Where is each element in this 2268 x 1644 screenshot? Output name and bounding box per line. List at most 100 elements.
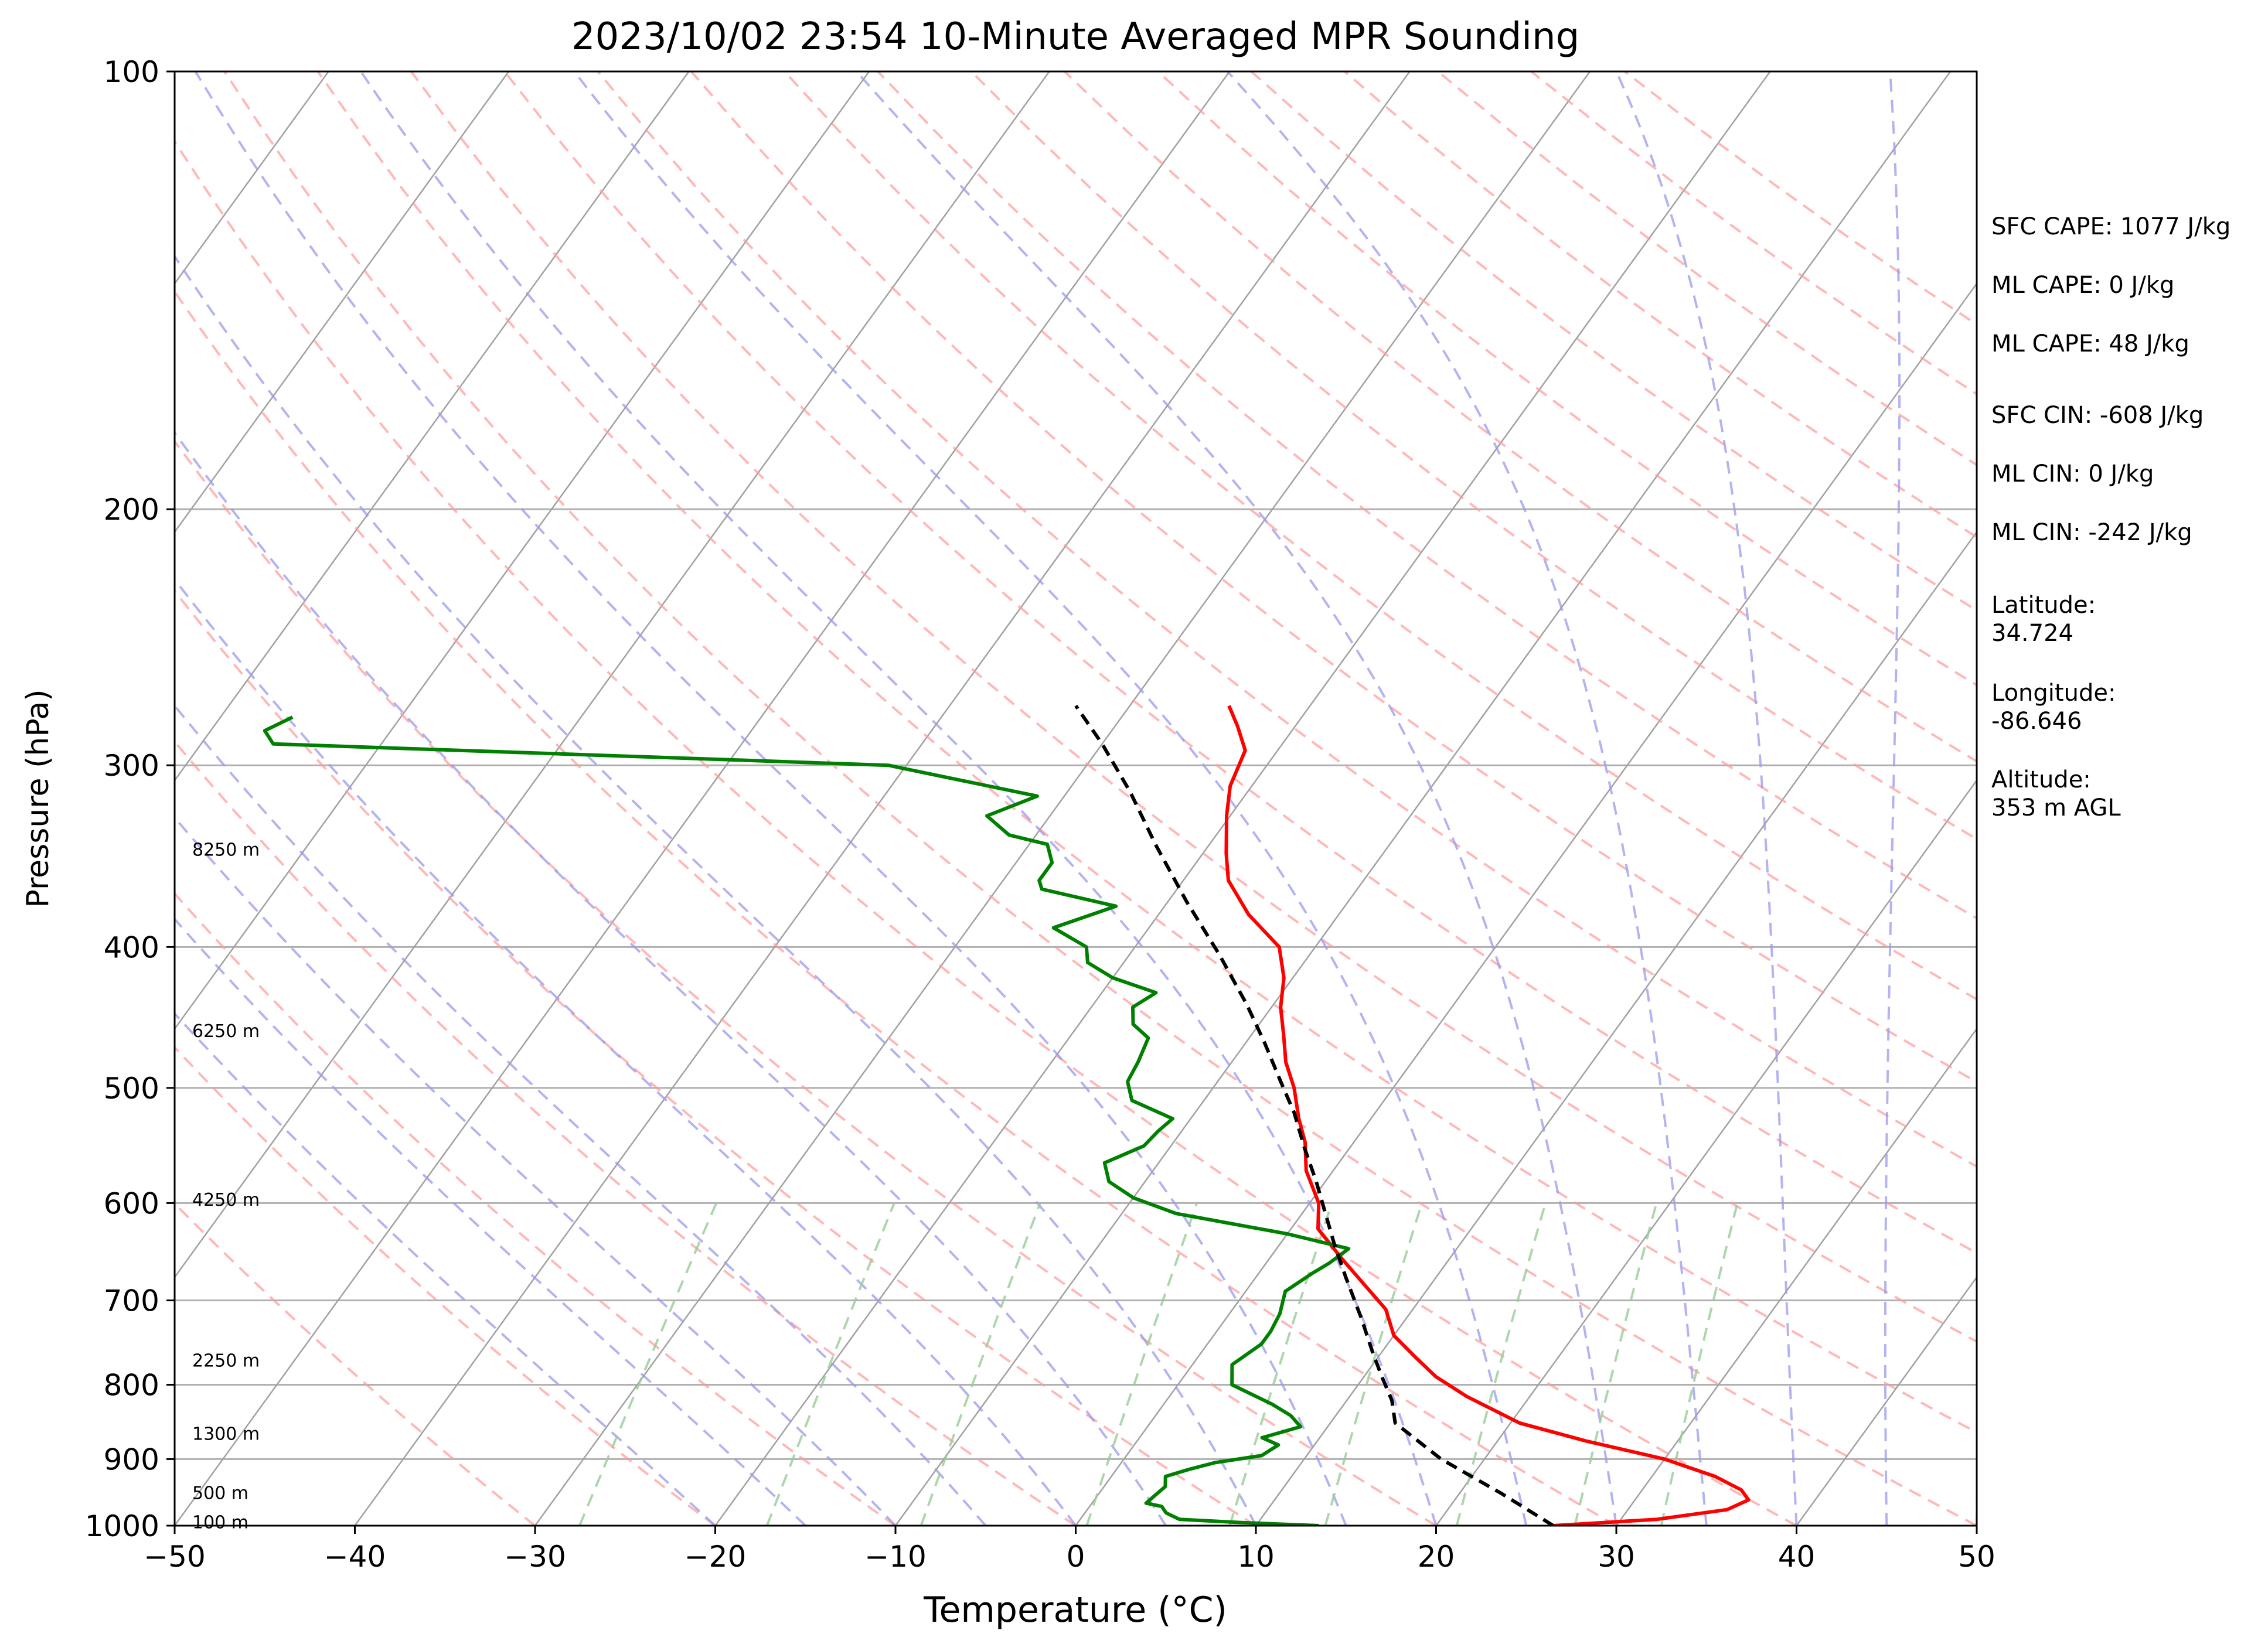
stats-annotation: Altitude: 353 m AGL	[1991, 766, 2121, 821]
y-tick-label: 400	[104, 930, 159, 964]
dry-adiabat	[1157, 71, 1977, 687]
x-axis: −50 −40 −30 −20 −10 0 10 20 30 40 50	[144, 1526, 1995, 1574]
isotherm-line	[714, 71, 1771, 1526]
annotations: SFC CAPE: 1077 J/kg ML CAPE: 0 J/kg ML CAP…	[1991, 213, 2230, 821]
x-tick-label: 10	[1237, 1540, 1275, 1574]
dry-adiabat	[690, 71, 1977, 1083]
dry-adiabat	[316, 71, 1977, 1434]
mixing-ratio-line	[1574, 1202, 1658, 1526]
moist-adiabat	[175, 254, 1257, 1526]
moist-adiabat	[175, 704, 987, 1526]
x-tick-label: 40	[1778, 1540, 1816, 1574]
isotherm-line	[175, 71, 870, 1031]
y-tick-label: 800	[104, 1368, 159, 1402]
y-tick-label: 100	[104, 55, 159, 89]
x-tick-label: −30	[504, 1540, 566, 1574]
isotherm-line	[534, 71, 1591, 1526]
y-tick-label: 200	[104, 493, 159, 527]
dry-adiabat	[175, 739, 1077, 1526]
isotherm-line	[1255, 530, 1977, 1526]
y-tick-label: 500	[104, 1072, 159, 1106]
mixing-ratio-line	[1455, 1202, 1547, 1526]
y-tick-label: 300	[104, 749, 159, 783]
dry-adiabat	[877, 71, 1977, 920]
moist-adiabat	[856, 71, 1617, 1526]
moist-adiabat	[175, 1012, 716, 1526]
isotherm-line	[1075, 282, 1977, 1526]
stats-annotation: Latitude: 34.724	[1991, 592, 2096, 647]
x-tick-label: −10	[864, 1540, 927, 1574]
x-tick-label: 30	[1598, 1540, 1635, 1574]
mixing-ratio-line	[1324, 1202, 1424, 1526]
x-tick-label: −50	[144, 1540, 206, 1574]
moist-adiabat	[1884, 71, 1901, 1526]
stats-annotation: ML CAPE: 48 J/kg	[1991, 330, 2189, 357]
moist-adiabat	[175, 577, 1077, 1526]
x-tick-label: −40	[324, 1540, 386, 1574]
dry-adiabat	[1064, 71, 1977, 763]
mixing-ratio-line	[1085, 1202, 1198, 1526]
dry-adiabat	[970, 71, 1977, 841]
y-tick-label: 700	[104, 1284, 159, 1318]
height-label: 1300 m	[192, 1424, 260, 1445]
isotherm-line	[1435, 779, 1977, 1526]
stats-annotation: SFC CAPE: 1077 J/kg	[1991, 213, 2230, 240]
stats-annotation: Longitude: -86.646	[1991, 680, 2116, 735]
x-tick-label: 50	[1958, 1540, 1995, 1574]
dry-adiabat	[784, 71, 1977, 1001]
dry-adiabat	[223, 71, 1977, 1526]
isotherm-line	[175, 71, 690, 782]
isotherm-line	[175, 71, 1231, 1526]
moist-adiabat	[1227, 71, 1708, 1526]
parcel-profile	[1074, 704, 1554, 1526]
mixing-ratio-line	[920, 1202, 1041, 1526]
dry-adiabat	[175, 589, 1257, 1526]
x-tick-label: −20	[685, 1540, 747, 1574]
height-label: 500 m	[192, 1483, 248, 1504]
dry-adiabat	[175, 892, 897, 1526]
dewpoint-profile	[263, 715, 1351, 1526]
x-tick-label: 0	[1067, 1540, 1085, 1574]
height-label: 6250 m	[192, 1021, 260, 1042]
mixing-ratio-line	[578, 1202, 718, 1526]
moist-adiabat	[360, 71, 1438, 1526]
height-label: 8250 m	[192, 840, 260, 861]
moist-adiabat	[175, 917, 806, 1526]
isotherm-line	[354, 71, 1411, 1526]
height-label: 4250 m	[192, 1190, 260, 1210]
temperature-profile	[1224, 705, 1751, 1526]
x-axis-label: Temperature (°C)	[923, 1590, 1227, 1631]
moist-adiabat	[175, 431, 1167, 1526]
moist-adiabat	[175, 816, 897, 1526]
dry-adiabat	[503, 71, 1977, 1255]
height-label: 2250 m	[192, 1350, 260, 1371]
height-labels: 100 m 500 m 1300 m 2250 m 4250 m 6250 m 8250 m	[192, 840, 260, 1533]
isotherm-line	[175, 71, 510, 534]
isotherm-line	[1615, 1027, 1977, 1526]
moist-adiabat	[1615, 71, 1798, 1526]
x-tick-label: 20	[1418, 1540, 1455, 1574]
height-label: 100 m	[192, 1513, 248, 1533]
y-tick-label: 600	[104, 1186, 159, 1220]
y-tick-label: 1000	[85, 1509, 159, 1543]
mixing-ratio-line	[1228, 1202, 1333, 1526]
y-axis: 100 200 300 400 500 600 700 800 900 1000	[85, 55, 175, 1543]
stats-annotation: ML CIN: 0 J/kg	[1991, 461, 2154, 487]
dry-adiabat	[175, 1045, 716, 1526]
isotherm-line	[894, 71, 1952, 1526]
dry-adiabat	[410, 71, 1977, 1343]
isotherm-line	[1796, 1275, 1977, 1526]
dry-adiabat	[175, 439, 1437, 1526]
series-layer	[263, 704, 1751, 1526]
chart-title: 2023/10/02 23:54 10-Minute Averaged MPR …	[571, 15, 1579, 59]
stats-annotation: SFC CIN: -608 J/kg	[1991, 402, 2204, 429]
background-lines	[175, 71, 1977, 1526]
dry-adiabat	[175, 289, 1617, 1526]
stats-annotation: ML CIN: -242 J/kg	[1991, 519, 2192, 546]
stats-annotation: ML CAPE: 0 J/kg	[1991, 272, 2174, 299]
isotherm-line	[175, 71, 1050, 1279]
dry-adiabat	[175, 139, 1797, 1526]
mixing-ratio-line	[765, 1202, 895, 1526]
y-tick-label: 900	[104, 1442, 159, 1476]
